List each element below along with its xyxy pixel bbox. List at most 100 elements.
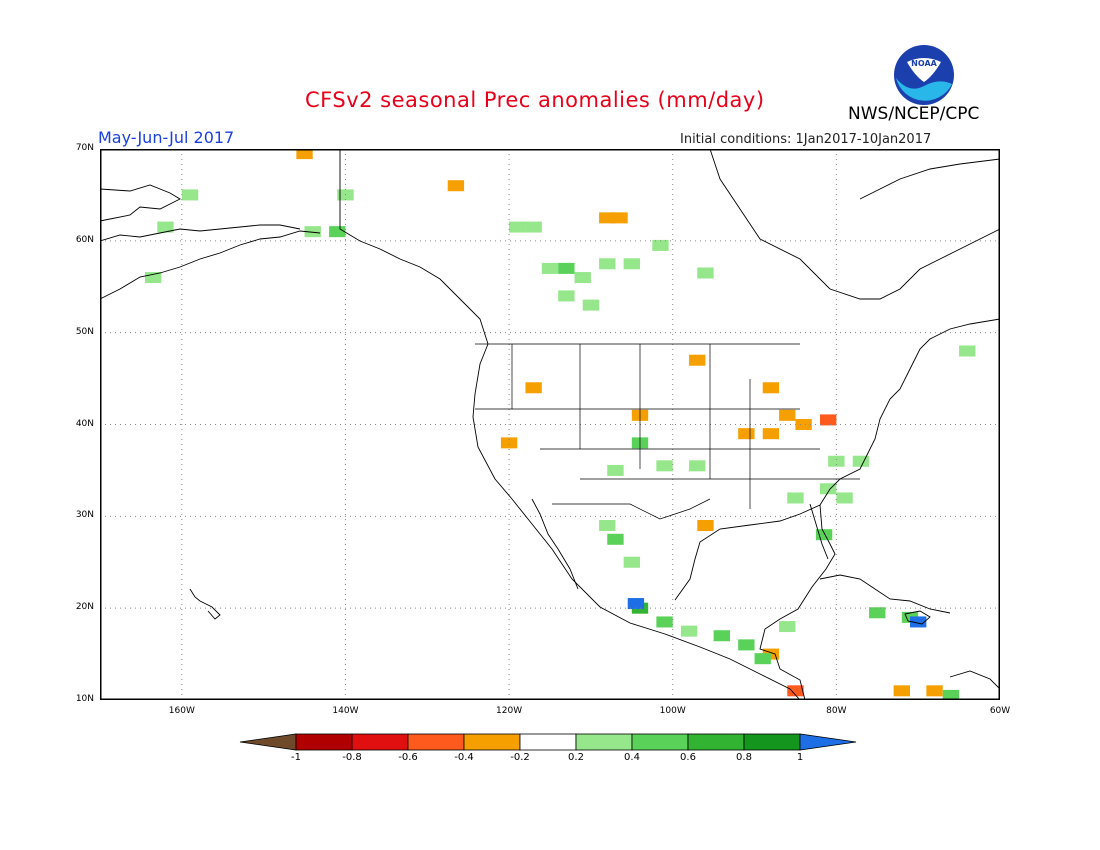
anomaly-cell: [599, 258, 616, 270]
coastlines: [100, 149, 1000, 700]
anomaly-cell: [713, 630, 730, 642]
anomaly-cell: [157, 221, 174, 233]
colorbar-swatch: [743, 733, 801, 751]
colorbar-label: -0.4: [454, 752, 474, 763]
anomaly-cell: [680, 625, 698, 637]
anomaly-cell: [623, 556, 640, 568]
colorbar-swatch: [575, 733, 633, 751]
anomaly-cell: [893, 685, 910, 697]
longitude-label: 160W: [168, 706, 195, 716]
longitude-label: 60W: [989, 706, 1011, 716]
anomaly-cell: [689, 354, 706, 366]
noaa-logo: NOAA: [894, 45, 954, 105]
anomaly-cell: [828, 455, 845, 467]
anomaly-cell: [447, 180, 465, 192]
colorbar-swatch: [799, 733, 857, 751]
svg-text:NOAA: NOAA: [911, 59, 937, 68]
anomaly-cell: [787, 492, 804, 504]
anomaly-cell: [762, 428, 780, 440]
anomaly-cell: [754, 653, 771, 665]
anomaly-cell: [697, 520, 714, 532]
anomaly-cell: [574, 272, 591, 284]
anomaly-cell: [181, 189, 199, 201]
anomaly-cell: [541, 262, 559, 274]
anomaly-cell: [627, 598, 645, 610]
anomaly-cell: [787, 685, 804, 697]
anomaly-cell: [582, 299, 600, 311]
latitude-label: 70N: [75, 143, 94, 153]
colorbar-label: 0.2: [568, 752, 584, 763]
anomaly-cell: [652, 239, 669, 251]
anomaly-cell: [959, 345, 976, 357]
anomaly-cell: [815, 529, 833, 541]
anomaly-cell: [599, 212, 616, 224]
colorbar: [239, 733, 857, 751]
latitude-label-column: 70N 60N 50N 40N 30N 20N 10N: [64, 143, 98, 709]
colorbar-swatch: [351, 733, 409, 751]
anomaly-cell: [611, 212, 628, 224]
longitude-label: 120W: [496, 706, 523, 716]
anomaly-cell: [820, 483, 837, 495]
anomaly-cell: [779, 409, 796, 421]
anomaly-cell: [500, 437, 518, 449]
anomaly-cell: [820, 414, 837, 426]
anomaly-cell: [558, 290, 575, 302]
anomaly-cell: [329, 226, 346, 238]
anomaly-cell: [836, 492, 853, 504]
latitude-label: 30N: [75, 510, 94, 521]
graticule: [100, 149, 1000, 700]
latitude-label: 20N: [75, 602, 94, 613]
colorbar-swatch: [463, 733, 521, 751]
precipitation-anomaly-map: [100, 149, 1000, 700]
longitude-label: 140W: [332, 706, 359, 716]
anomaly-cell: [145, 272, 162, 284]
anomaly-cell: [779, 621, 796, 633]
anomaly-cell: [656, 616, 673, 628]
latitude-label: 60N: [75, 234, 94, 245]
colorbar-swatch: [239, 733, 297, 751]
colorbar-labels: -1 -0.8 -0.6 -0.4 -0.2 0.2 0.4 0.6 0.8 1: [236, 752, 864, 768]
anomaly-cell: [689, 460, 706, 472]
colorbar-swatch: [687, 733, 745, 751]
anomaly-cell: [697, 267, 714, 279]
anomaly-cell: [525, 382, 542, 394]
anomaly-cell: [296, 149, 313, 160]
colorbar-swatch: [295, 733, 353, 751]
anomaly-cell: [852, 455, 870, 467]
anomaly-cell: [599, 520, 616, 532]
latitude-label: 10N: [75, 694, 94, 704]
anomaly-cell: [525, 221, 542, 233]
longitude-label: 80W: [826, 706, 847, 716]
anomaly-cell: [910, 616, 927, 628]
latitude-label: 40N: [75, 418, 94, 429]
anomaly-cell: [738, 428, 755, 440]
state-borders: [475, 343, 860, 520]
longitude-label-row: 160W 140W 120W 100W 80W 60W: [100, 706, 1020, 722]
colorbar-label: 0.6: [680, 752, 696, 763]
colorbar-label: -1: [291, 752, 301, 763]
anomaly-cell: [509, 221, 526, 233]
anomaly-cell: [926, 685, 943, 697]
map-frame: [100, 149, 1000, 700]
map-title: CFSv2 seasonal Prec anomalies (mm/day): [305, 88, 765, 112]
anomaly-cell: [558, 262, 575, 274]
anomaly-cell: [656, 460, 673, 472]
anomaly-cell: [942, 689, 960, 700]
colorbar-label: -0.2: [510, 752, 530, 763]
colorbar-label: -0.6: [398, 752, 418, 763]
longitude-label: 100W: [659, 706, 686, 716]
anomaly-cell: [869, 607, 886, 619]
anomaly-cell: [623, 258, 640, 270]
anomaly-cell: [607, 533, 624, 545]
period-label: May-Jun-Jul 2017: [98, 128, 235, 147]
anomaly-cell: [304, 226, 321, 238]
anomaly-cell: [738, 639, 755, 651]
colorbar-label: -0.8: [342, 752, 362, 763]
colorbar-swatch: [519, 733, 577, 751]
colorbar-swatch: [631, 733, 689, 751]
anomaly-cell: [607, 464, 624, 476]
agency-label: NWS/NCEP/CPC: [848, 104, 980, 124]
latitude-label: 50N: [75, 326, 94, 337]
colorbar-swatch: [407, 733, 465, 751]
colorbar-label: 0.8: [736, 752, 752, 763]
